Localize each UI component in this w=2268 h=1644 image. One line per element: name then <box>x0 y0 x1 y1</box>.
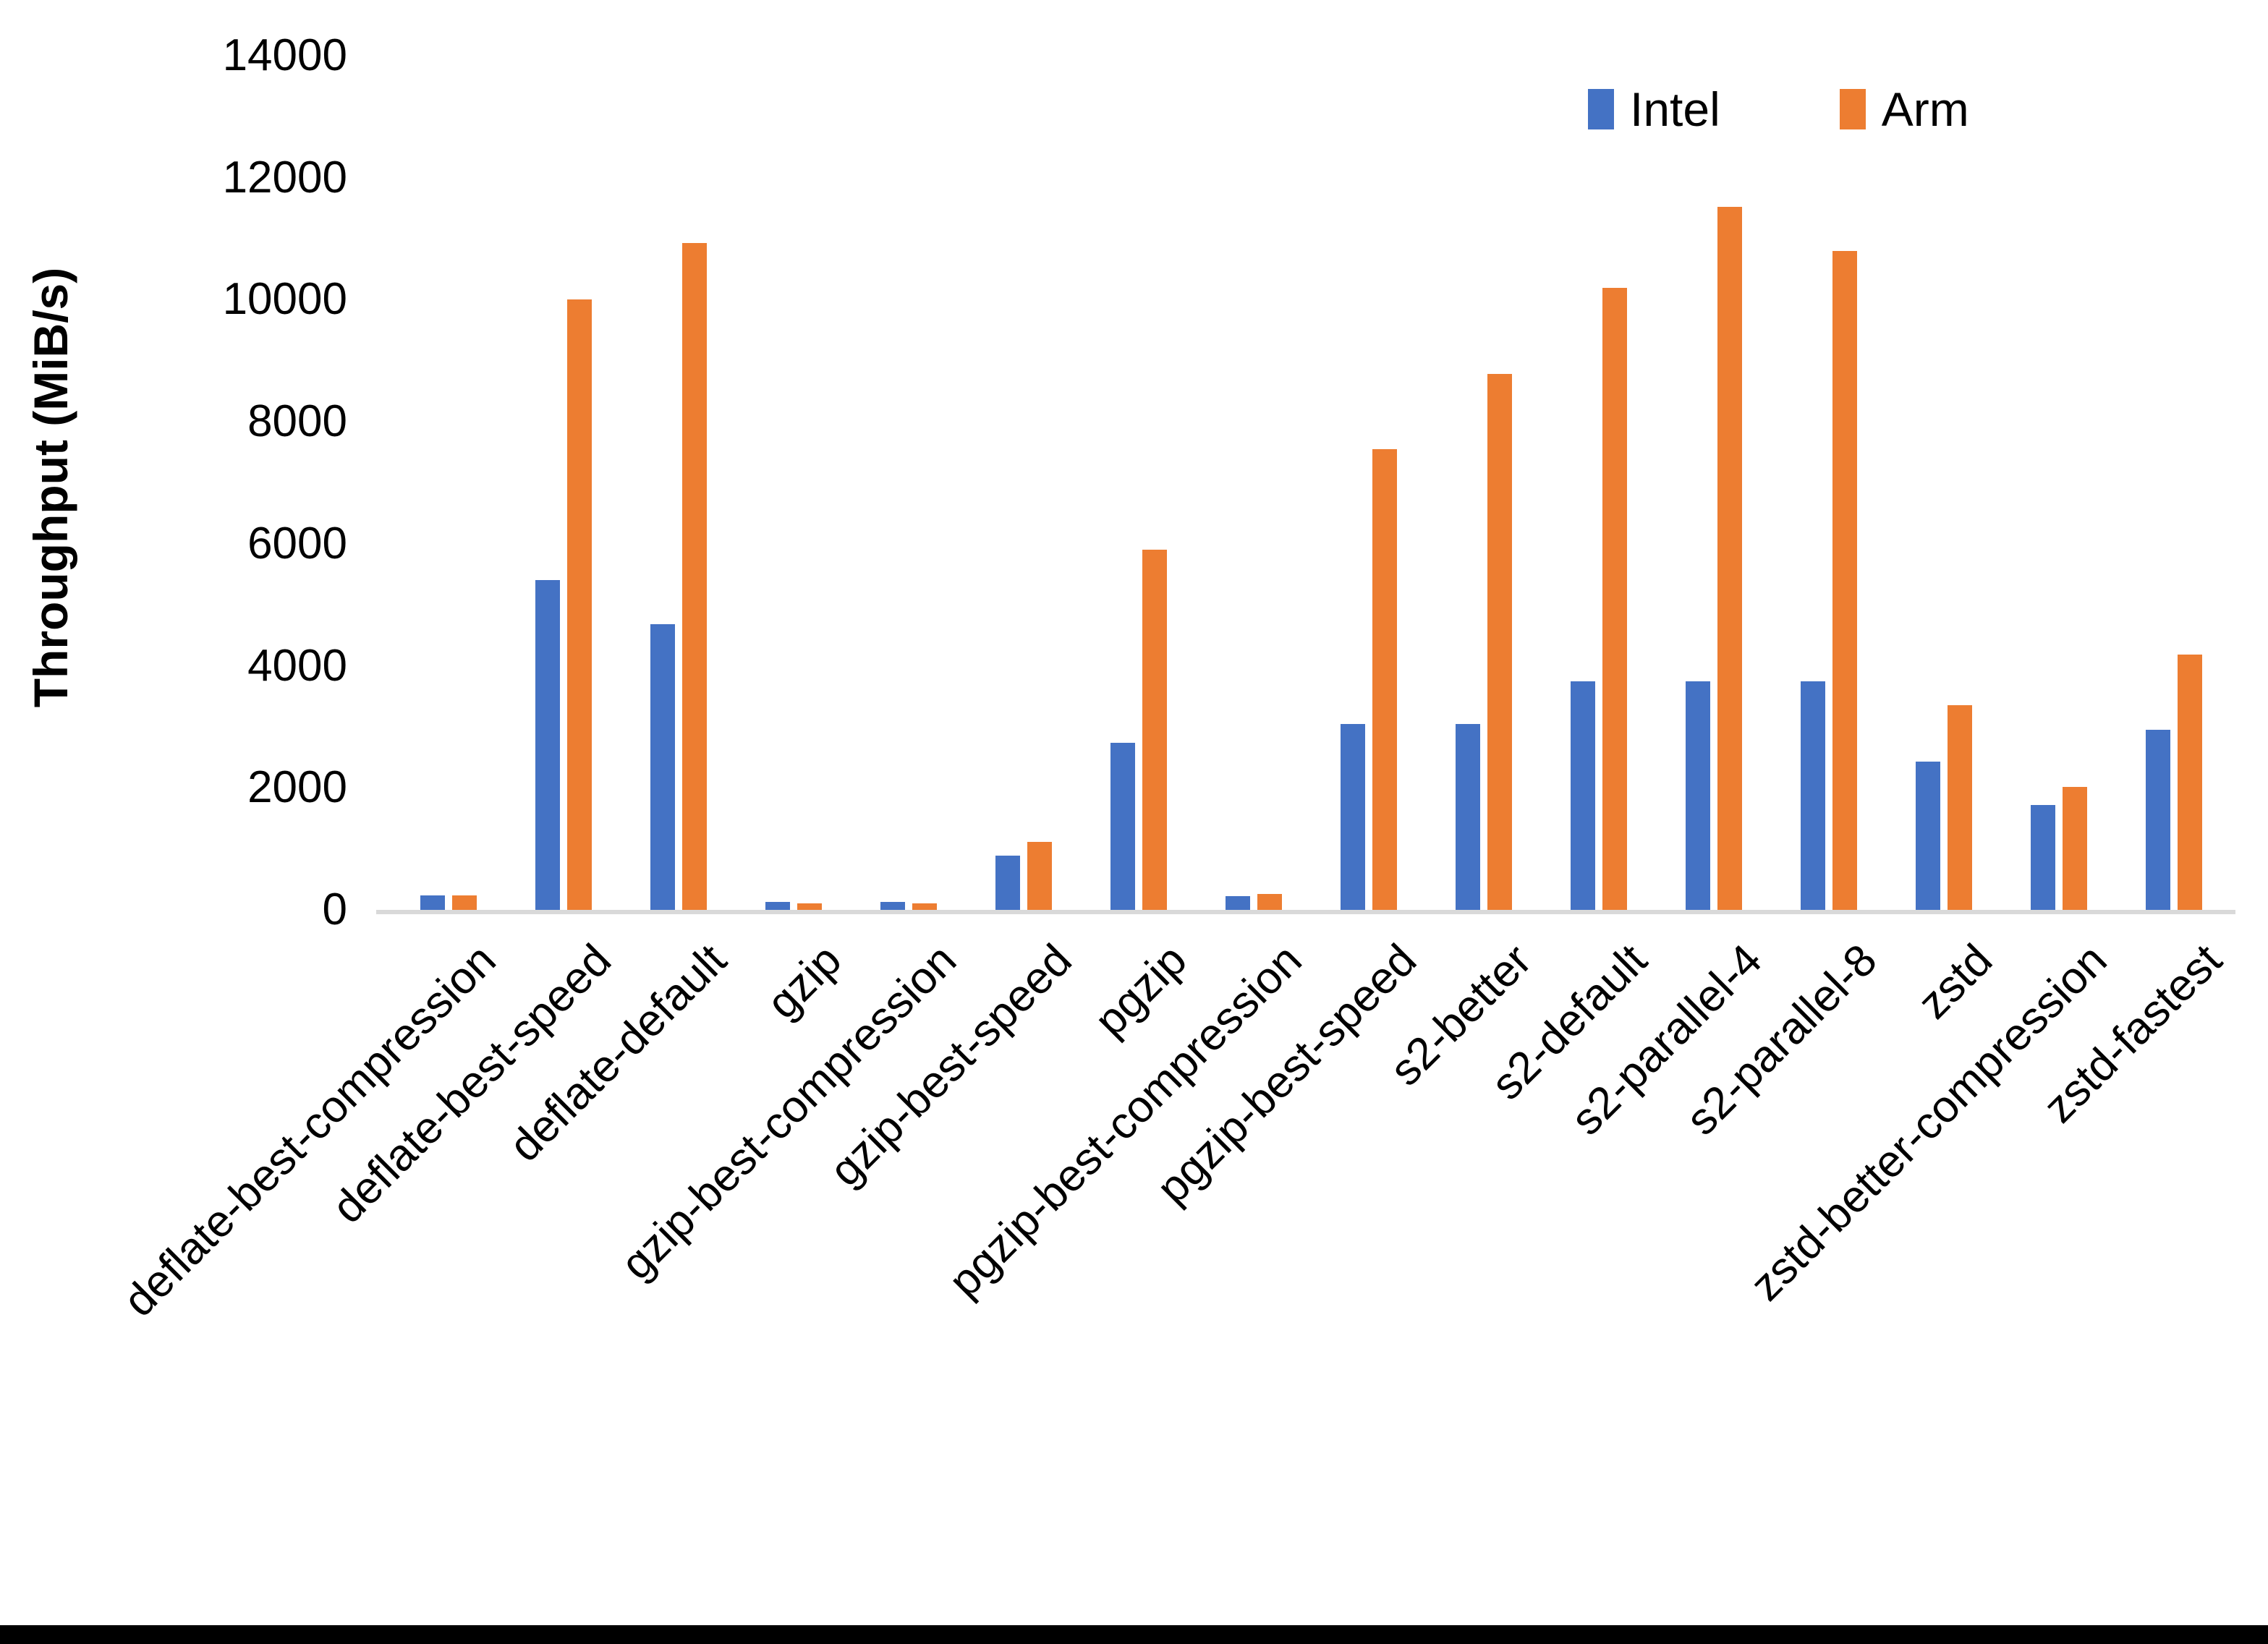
legend: Intel Arm <box>1588 85 1969 133</box>
y-tick-label: 2000 <box>247 762 347 813</box>
bar-intel-deflate-best-compression <box>420 895 445 910</box>
bar-intel-gzip <box>765 901 790 910</box>
legend-item-intel: Intel <box>1588 85 1720 133</box>
bar-intel-pgzip-best-compression <box>1225 895 1250 910</box>
intel-color-swatch <box>1588 89 1614 129</box>
bar-arm-zstd-better-compression <box>2063 786 2088 910</box>
bar-intel-gzip-best-compression <box>880 901 905 910</box>
legend-item-arm: Arm <box>1839 82 1969 136</box>
bar-intel-s2-better <box>1456 723 1481 910</box>
y-tick-label: 6000 <box>247 518 347 568</box>
x-label-gzip: gzip <box>757 934 851 1028</box>
y-tick-label: 12000 <box>222 152 347 203</box>
bar-arm-gzip <box>797 903 822 910</box>
y-tick-label: 8000 <box>247 396 347 447</box>
bar-intel-zstd <box>1916 762 1941 910</box>
bar-arm-zstd <box>1948 704 1973 910</box>
legend-label-arm: Arm <box>1881 82 1969 136</box>
screenshot-bottom-border <box>0 1625 2268 1644</box>
y-tick-label: 4000 <box>247 640 347 691</box>
bar-intel-pgzip <box>1110 742 1135 910</box>
bar-intel-zstd-fastest <box>2146 730 2171 910</box>
bar-arm-pgzip-best-compression <box>1257 894 1282 910</box>
y-tick-label: 14000 <box>222 30 347 80</box>
arm-color-swatch <box>1839 89 1866 129</box>
bar-intel-s2-default <box>1571 681 1596 910</box>
y-tick-label: 0 <box>322 885 347 934</box>
x-label-zstd: zstd <box>1908 934 2002 1028</box>
bar-intel-s2-parallel-8 <box>1801 681 1826 910</box>
bar-intel-deflate-best-speed <box>535 580 560 910</box>
bar-intel-deflate-default <box>650 624 675 910</box>
x-axis-baseline <box>376 910 2235 914</box>
bar-arm-s2-better <box>1487 374 1513 910</box>
bar-arm-s2-parallel-4 <box>1717 207 1743 910</box>
bar-intel-gzip-best-speed <box>995 855 1020 910</box>
bar-intel-s2-parallel-4 <box>1686 681 1711 910</box>
bar-intel-pgzip-best-speed <box>1341 723 1366 910</box>
legend-label-intel: Intel <box>1630 82 1720 136</box>
bar-intel-zstd-better-compression <box>2031 804 2056 910</box>
bar-arm-zstd-fastest <box>2178 655 2203 910</box>
bar-arm-deflate-best-compression <box>451 895 477 910</box>
bar-arm-deflate-best-speed <box>566 299 592 910</box>
y-tick-label: 10000 <box>222 274 347 325</box>
bar-arm-gzip-best-compression <box>912 903 937 910</box>
bar-arm-pgzip-best-speed <box>1372 449 1398 910</box>
bar-arm-deflate-default <box>681 242 707 910</box>
bar-arm-s2-default <box>1602 287 1628 910</box>
bar-arm-s2-parallel-8 <box>1832 250 1858 910</box>
bar-arm-gzip-best-speed <box>1027 842 1052 910</box>
bar-arm-pgzip <box>1142 550 1167 910</box>
